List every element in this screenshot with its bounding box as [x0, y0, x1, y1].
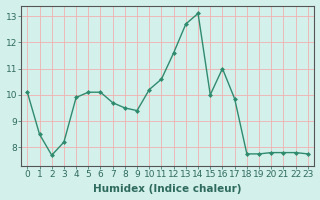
X-axis label: Humidex (Indice chaleur): Humidex (Indice chaleur): [93, 184, 242, 194]
